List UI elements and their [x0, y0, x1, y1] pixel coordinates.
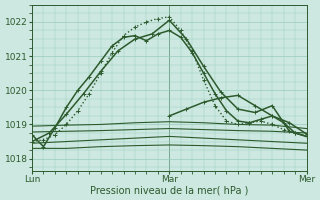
- X-axis label: Pression niveau de la mer( hPa ): Pression niveau de la mer( hPa ): [90, 185, 249, 195]
